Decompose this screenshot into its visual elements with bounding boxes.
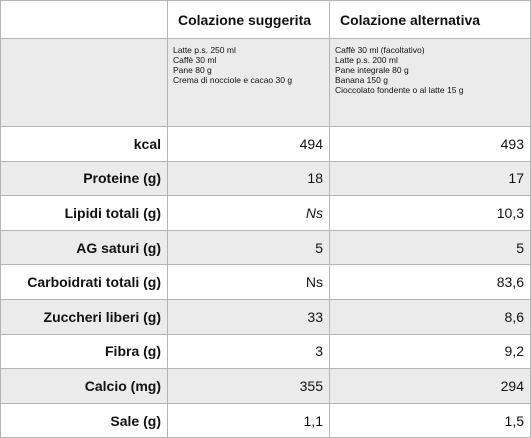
row-label: Fibra (g) xyxy=(0,333,168,370)
value-cell: 18 xyxy=(167,160,330,197)
value-cell: 294 xyxy=(329,368,531,404)
value-cell: 8,6 xyxy=(329,298,531,335)
data-row: Carboidrati totali (g) Ns 83,6 xyxy=(0,264,531,300)
item-line: Latte p.s. 250 ml xyxy=(173,45,236,55)
row-label: Zuccheri liberi (g) xyxy=(0,298,168,335)
value-cell: 494 xyxy=(167,126,330,162)
value-cell: 83,6 xyxy=(329,264,531,300)
items-cell: Latte p.s. 250 ml Caffè 30 ml Pane 80 g Cre… xyxy=(167,38,330,127)
row-label: kcal xyxy=(0,126,168,162)
value-cell: 10,3 xyxy=(329,195,531,231)
column-header: Colazione alternativa xyxy=(329,0,531,39)
empty-cell xyxy=(0,0,168,39)
data-row: Lipidi totali (g) Ns 10,3 xyxy=(0,195,531,231)
items-cell: Caffè 30 ml (facoltativo) Latte p.s. 200 … xyxy=(329,38,531,127)
column-header: Colazione suggerita xyxy=(167,0,330,39)
value-cell: 355 xyxy=(167,368,330,404)
value-cell: 9,2 xyxy=(329,333,531,370)
data-row: Zuccheri liberi (g) 33 8,6 xyxy=(0,298,531,335)
empty-cell xyxy=(0,38,168,127)
item-line: Pane integrale 80 g xyxy=(335,65,409,75)
row-label: Proteine (g) xyxy=(0,160,168,197)
value-cell: 5 xyxy=(167,229,330,266)
value-cell: Ns xyxy=(167,264,330,300)
value-cell: 17 xyxy=(329,160,531,197)
data-row: Proteine (g) 18 17 xyxy=(0,160,531,197)
header-row: Colazione suggerita Colazione alternativa xyxy=(0,0,531,39)
item-line: Crema di nocciole e cacao 30 g xyxy=(173,75,293,85)
value-cell: 5 xyxy=(329,229,531,266)
item-line: Latte p.s. 200 ml xyxy=(335,55,398,65)
data-row: Fibra (g) 3 9,2 xyxy=(0,333,531,370)
data-row: Sale (g) 1,1 1,5 xyxy=(0,402,531,438)
value-cell: 493 xyxy=(329,126,531,162)
data-row: AG saturi (g) 5 5 xyxy=(0,229,531,266)
row-label: Calcio (mg) xyxy=(0,368,168,404)
item-line: Caffè 30 ml (facoltativo) xyxy=(335,45,425,55)
items-row: Latte p.s. 250 ml Caffè 30 ml Pane 80 g Cre… xyxy=(0,38,531,127)
row-label: Carboidrati totali (g) xyxy=(0,264,168,300)
row-label: Sale (g) xyxy=(0,402,168,438)
value-cell: 1,5 xyxy=(329,402,531,438)
row-label: Lipidi totali (g) xyxy=(0,195,168,231)
row-label: AG saturi (g) xyxy=(0,229,168,266)
value-cell: Ns xyxy=(167,195,330,231)
data-row: kcal 494 493 xyxy=(0,126,531,162)
item-line: Banana 150 g xyxy=(335,75,388,85)
value-cell: 33 xyxy=(167,298,330,335)
item-line: Caffè 30 ml xyxy=(173,55,217,65)
value-cell: 3 xyxy=(167,333,330,370)
value-cell: 1,1 xyxy=(167,402,330,438)
item-line: Cioccolato fondente o al latte 15 g xyxy=(335,85,464,95)
data-row: Calcio (mg) 355 294 xyxy=(0,368,531,404)
item-line: Pane 80 g xyxy=(173,65,212,75)
